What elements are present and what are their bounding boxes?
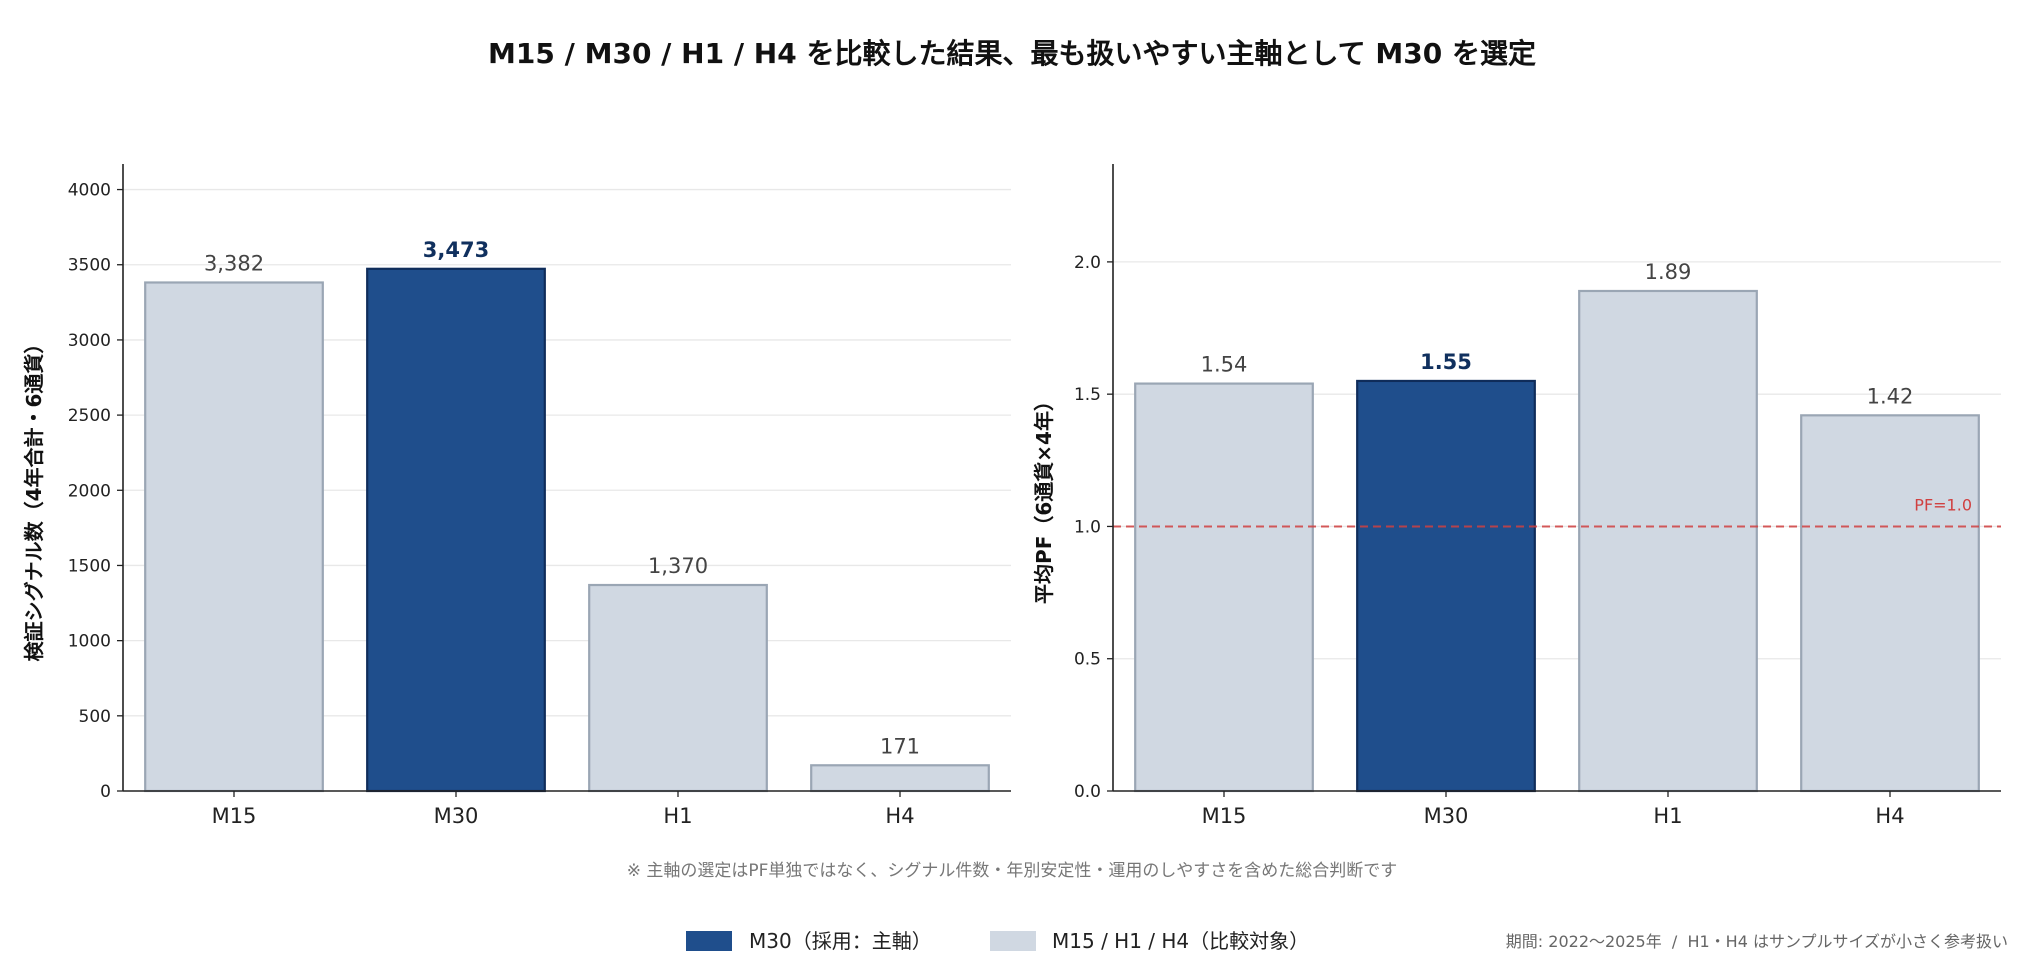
y-axis-label: 検証シグナル数（4年合計・6通貨）: [22, 334, 46, 662]
y-tick-label: 4000: [68, 181, 111, 201]
legend: M30（採用：主軸） M15 / H1 / H4（比較対象）: [686, 929, 1309, 953]
legend-label-other: M15 / H1 / H4（比較対象）: [1052, 929, 1309, 953]
y-tick-label: 500: [79, 707, 111, 727]
x-tick-label: H4: [1875, 804, 1904, 828]
y-tick-label: 0.0: [1074, 782, 1101, 802]
chart-panel-2: 0.0 0.5 1.0 1.5 2.0 1.54 M15 1.55 M30 1.89 H1 1.42 H…: [1032, 164, 2001, 828]
chart-title: M15 / M30 / H1 / H4 を比較した結果、最も扱いやすい主軸として…: [488, 37, 1536, 70]
y-tick-label: 1.0: [1074, 517, 1101, 537]
y-tick-label: 0.5: [1074, 650, 1101, 670]
y-tick-label: 2500: [68, 406, 111, 426]
footnote: ※ 主軸の選定はPF単独ではなく、シグナル件数・年別安定性・運用のしやすさを含め…: [627, 861, 1398, 881]
bar-m30: [1356, 379, 1536, 793]
y-tick-label: 2.0: [1074, 253, 1101, 273]
x-tick-label: M30: [434, 804, 479, 828]
bar-value-label: 1.55: [1420, 350, 1472, 374]
period-note: 期間: 2022〜2025年 / H1・H4 はサンプルサイズが小さく参考扱い: [1506, 932, 2008, 951]
bar-m30: [366, 267, 546, 793]
bar-value-label: 3,473: [423, 238, 489, 262]
bar-h4: [1800, 414, 1980, 793]
bar-m15: [144, 281, 324, 793]
bar-value-label: 1.42: [1867, 384, 1914, 408]
chart-panel-1: 0 500 1000 1500 2000 2500 3000 3500 4000 3,382 M15…: [22, 164, 1011, 828]
y-tick-label: 1500: [68, 556, 111, 576]
y-tick-label: 2000: [68, 481, 111, 501]
y-tick-label: 0: [100, 782, 111, 802]
bar-value-label: 1.54: [1201, 353, 1248, 377]
x-tick-label: M15: [1202, 804, 1247, 828]
bar-value-label: 1,370: [648, 554, 708, 578]
bar-h1: [588, 583, 768, 793]
x-tick-label: M30: [1424, 804, 1469, 828]
bar-m15: [1134, 382, 1314, 793]
bar-h4: [810, 764, 990, 793]
x-tick-label: H1: [663, 804, 692, 828]
y-tick-label: 3500: [68, 256, 111, 276]
reference-line-label: PF=1.0: [1914, 495, 1972, 514]
y-tick-label: 1000: [68, 632, 111, 652]
bar-value-label: 3,382: [204, 251, 264, 275]
y-tick-label: 1.5: [1074, 385, 1101, 405]
x-tick-label: H4: [885, 804, 914, 828]
y-axis-label: 平均PF（6通貨×4年）: [1032, 391, 1056, 604]
legend-swatch-selected: [686, 931, 732, 951]
bar-value-label: 171: [880, 734, 920, 758]
bar-value-label: 1.89: [1645, 260, 1692, 284]
x-tick-label: H1: [1653, 804, 1682, 828]
x-tick-label: M15: [212, 804, 257, 828]
y-tick-label: 3000: [68, 331, 111, 351]
legend-swatch-other: [990, 931, 1036, 951]
legend-label-selected: M30（採用：主軸）: [749, 929, 932, 953]
bar-h1: [1578, 289, 1758, 793]
